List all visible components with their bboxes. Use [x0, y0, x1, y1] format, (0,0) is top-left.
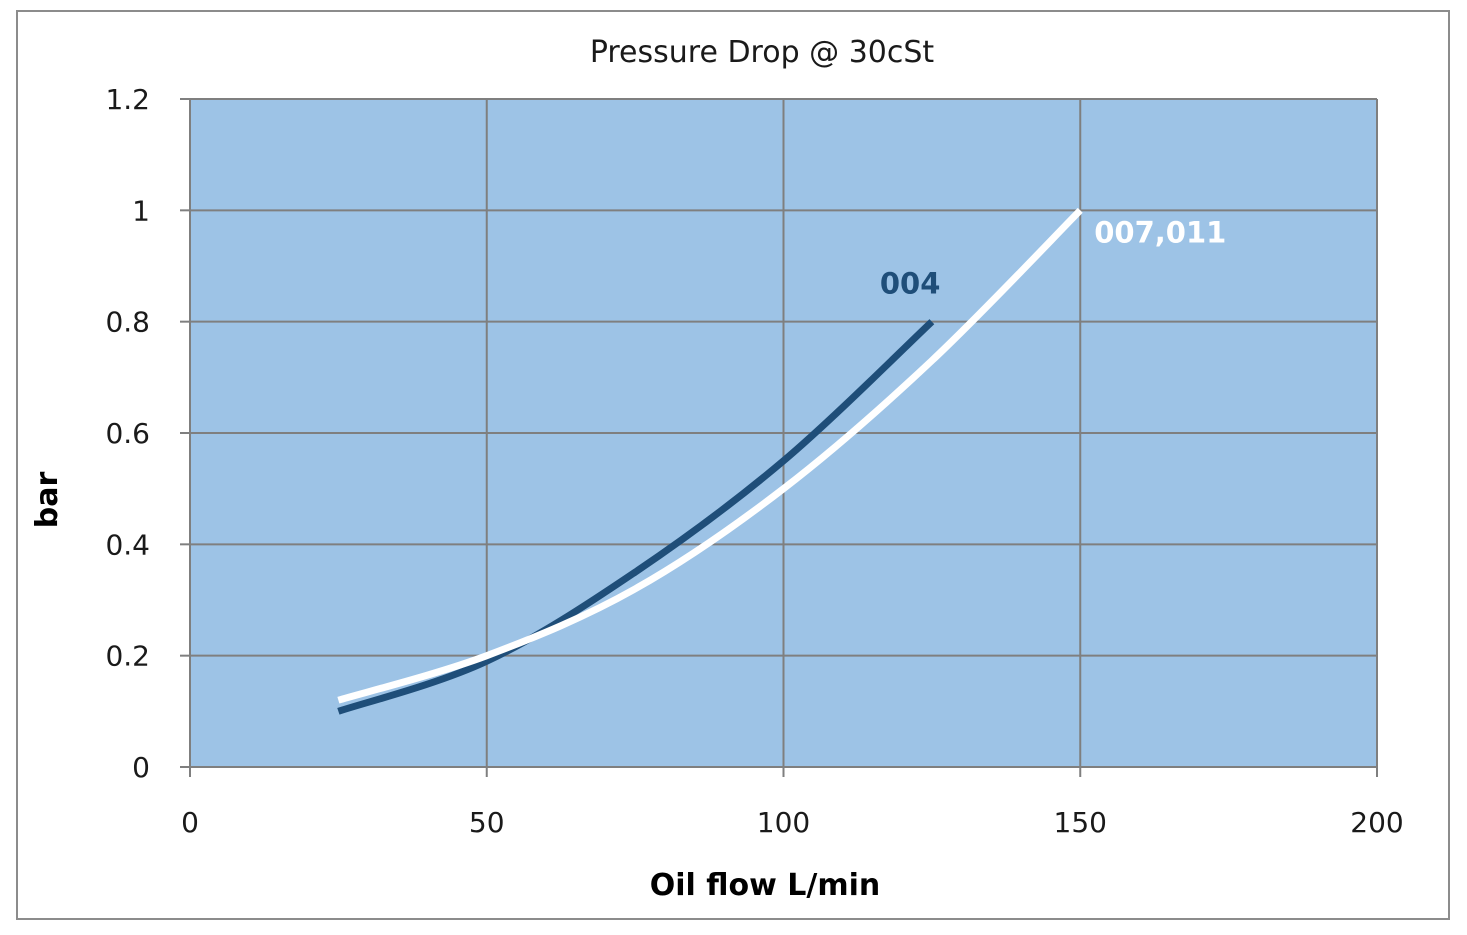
x-tick-label: 50: [469, 806, 505, 839]
series-line-2: [337, 207, 1083, 704]
y-tick-label: 0.8: [105, 306, 150, 339]
y-tick-label: 0.6: [105, 417, 150, 450]
chart-title: Pressure Drop @ 30cSt: [590, 35, 935, 70]
series-lines: [337, 207, 1083, 715]
x-tick-label: 150: [1054, 806, 1107, 839]
x-tick-labels: 0 50 100 150 200: [181, 806, 1404, 839]
axes: [180, 98, 1378, 777]
y-tick-labels: 0 0.2 0.4 0.6 0.8 1 1.2: [105, 83, 150, 784]
y-axis-label: bar: [30, 472, 65, 529]
x-tick-label: 0: [181, 806, 199, 839]
y-tick-label: 1: [132, 194, 150, 227]
series-line-1: [337, 319, 935, 715]
series-labels: 004 007,011: [880, 215, 1226, 300]
series-label-1: 004: [880, 267, 941, 301]
y-tick-label: 1.2: [105, 83, 150, 116]
x-axis-label: Oil flow L/min: [650, 868, 881, 903]
series-label-2: 007,011: [1094, 215, 1226, 249]
x-tick-label: 100: [757, 806, 810, 839]
y-tick-label: 0.4: [105, 528, 150, 561]
grid: [190, 98, 1378, 767]
y-tick-label: 0: [132, 751, 150, 784]
x-tick-label: 200: [1350, 806, 1403, 839]
y-tick-label: 0.2: [105, 640, 150, 673]
